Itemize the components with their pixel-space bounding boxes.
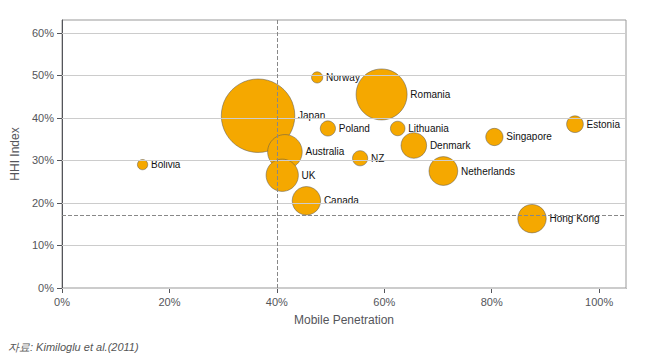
svg-text:Denmark: Denmark	[430, 140, 472, 151]
svg-text:60%: 60%	[373, 296, 395, 308]
svg-text:20%: 20%	[158, 296, 180, 308]
svg-text:Romania: Romania	[410, 89, 450, 100]
svg-text:60%: 60%	[32, 27, 54, 39]
svg-text:10%: 10%	[32, 239, 54, 251]
svg-text:100%: 100%	[585, 296, 613, 308]
svg-text:80%: 80%	[481, 296, 503, 308]
svg-text:Hong Kong: Hong Kong	[549, 213, 599, 224]
svg-text:Japan: Japan	[298, 110, 325, 121]
svg-text:20%: 20%	[32, 197, 54, 209]
svg-text:Norway: Norway	[326, 72, 360, 83]
svg-text:Bolivia: Bolivia	[151, 159, 181, 171]
svg-text:40%: 40%	[266, 296, 288, 308]
svg-text:Australia: Australia	[305, 146, 344, 157]
svg-text:40%: 40%	[32, 112, 54, 124]
svg-text:Netherlands: Netherlands	[461, 166, 515, 177]
svg-text:50%: 50%	[32, 69, 54, 81]
svg-text:UK: UK	[302, 170, 316, 181]
svg-text:Lithuania: Lithuania	[408, 123, 449, 134]
svg-text:Estonia: Estonia	[587, 119, 621, 130]
svg-text:HHI Index: HHI Index	[8, 127, 22, 180]
svg-text:자료: Kimiloglu et al.(2011): 자료: Kimiloglu et al.(2011)	[8, 341, 139, 353]
svg-text:Singapore: Singapore	[506, 131, 552, 142]
svg-text:NZ: NZ	[371, 153, 384, 164]
svg-text:Mobile Penetration: Mobile Penetration	[294, 313, 394, 327]
svg-text:0%: 0%	[38, 282, 54, 294]
svg-text:Poland: Poland	[339, 123, 370, 134]
svg-text:0%: 0%	[54, 296, 70, 308]
svg-text:Canada: Canada	[324, 195, 359, 206]
svg-text:30%: 30%	[32, 154, 54, 166]
